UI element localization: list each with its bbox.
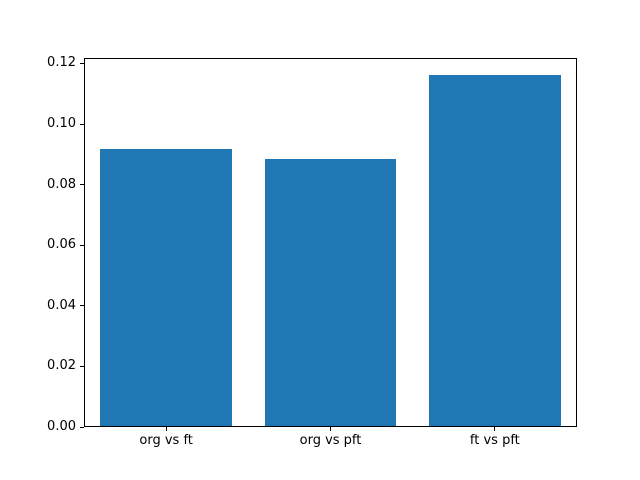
y-axis-tick xyxy=(80,305,84,307)
y-axis-tick-label: 0.00 xyxy=(47,419,76,434)
x-axis-tick xyxy=(494,427,496,431)
x-axis-tick xyxy=(165,427,167,431)
y-axis-tick xyxy=(80,62,84,64)
y-axis-tick xyxy=(80,365,84,367)
y-axis-tick-label: 0.10 xyxy=(47,116,76,132)
y-axis-tick-label: 0.12 xyxy=(47,55,76,71)
bar-ft-vs-pft xyxy=(429,74,561,426)
y-axis-tick xyxy=(80,426,84,428)
y-axis-tick xyxy=(80,244,84,246)
x-axis-tick-label: ft vs pft xyxy=(469,433,520,448)
x-axis-tick xyxy=(330,427,331,431)
bar-org-vs-pft xyxy=(264,159,397,426)
y-axis-tick xyxy=(80,184,84,186)
x-axis-tick-label: org vs ft xyxy=(139,433,193,448)
y-axis-tick-label: 0.06 xyxy=(47,237,76,253)
bar-org-vs-ft xyxy=(100,148,232,426)
y-axis-tick xyxy=(80,123,84,125)
x-axis-tick-label: org vs pft xyxy=(299,433,362,448)
y-axis-tick-label: 0.02 xyxy=(47,358,76,374)
plot-area xyxy=(84,58,577,427)
y-axis-tick-label: 0.08 xyxy=(47,176,76,192)
y-axis-tick-label: 0.04 xyxy=(47,297,76,313)
